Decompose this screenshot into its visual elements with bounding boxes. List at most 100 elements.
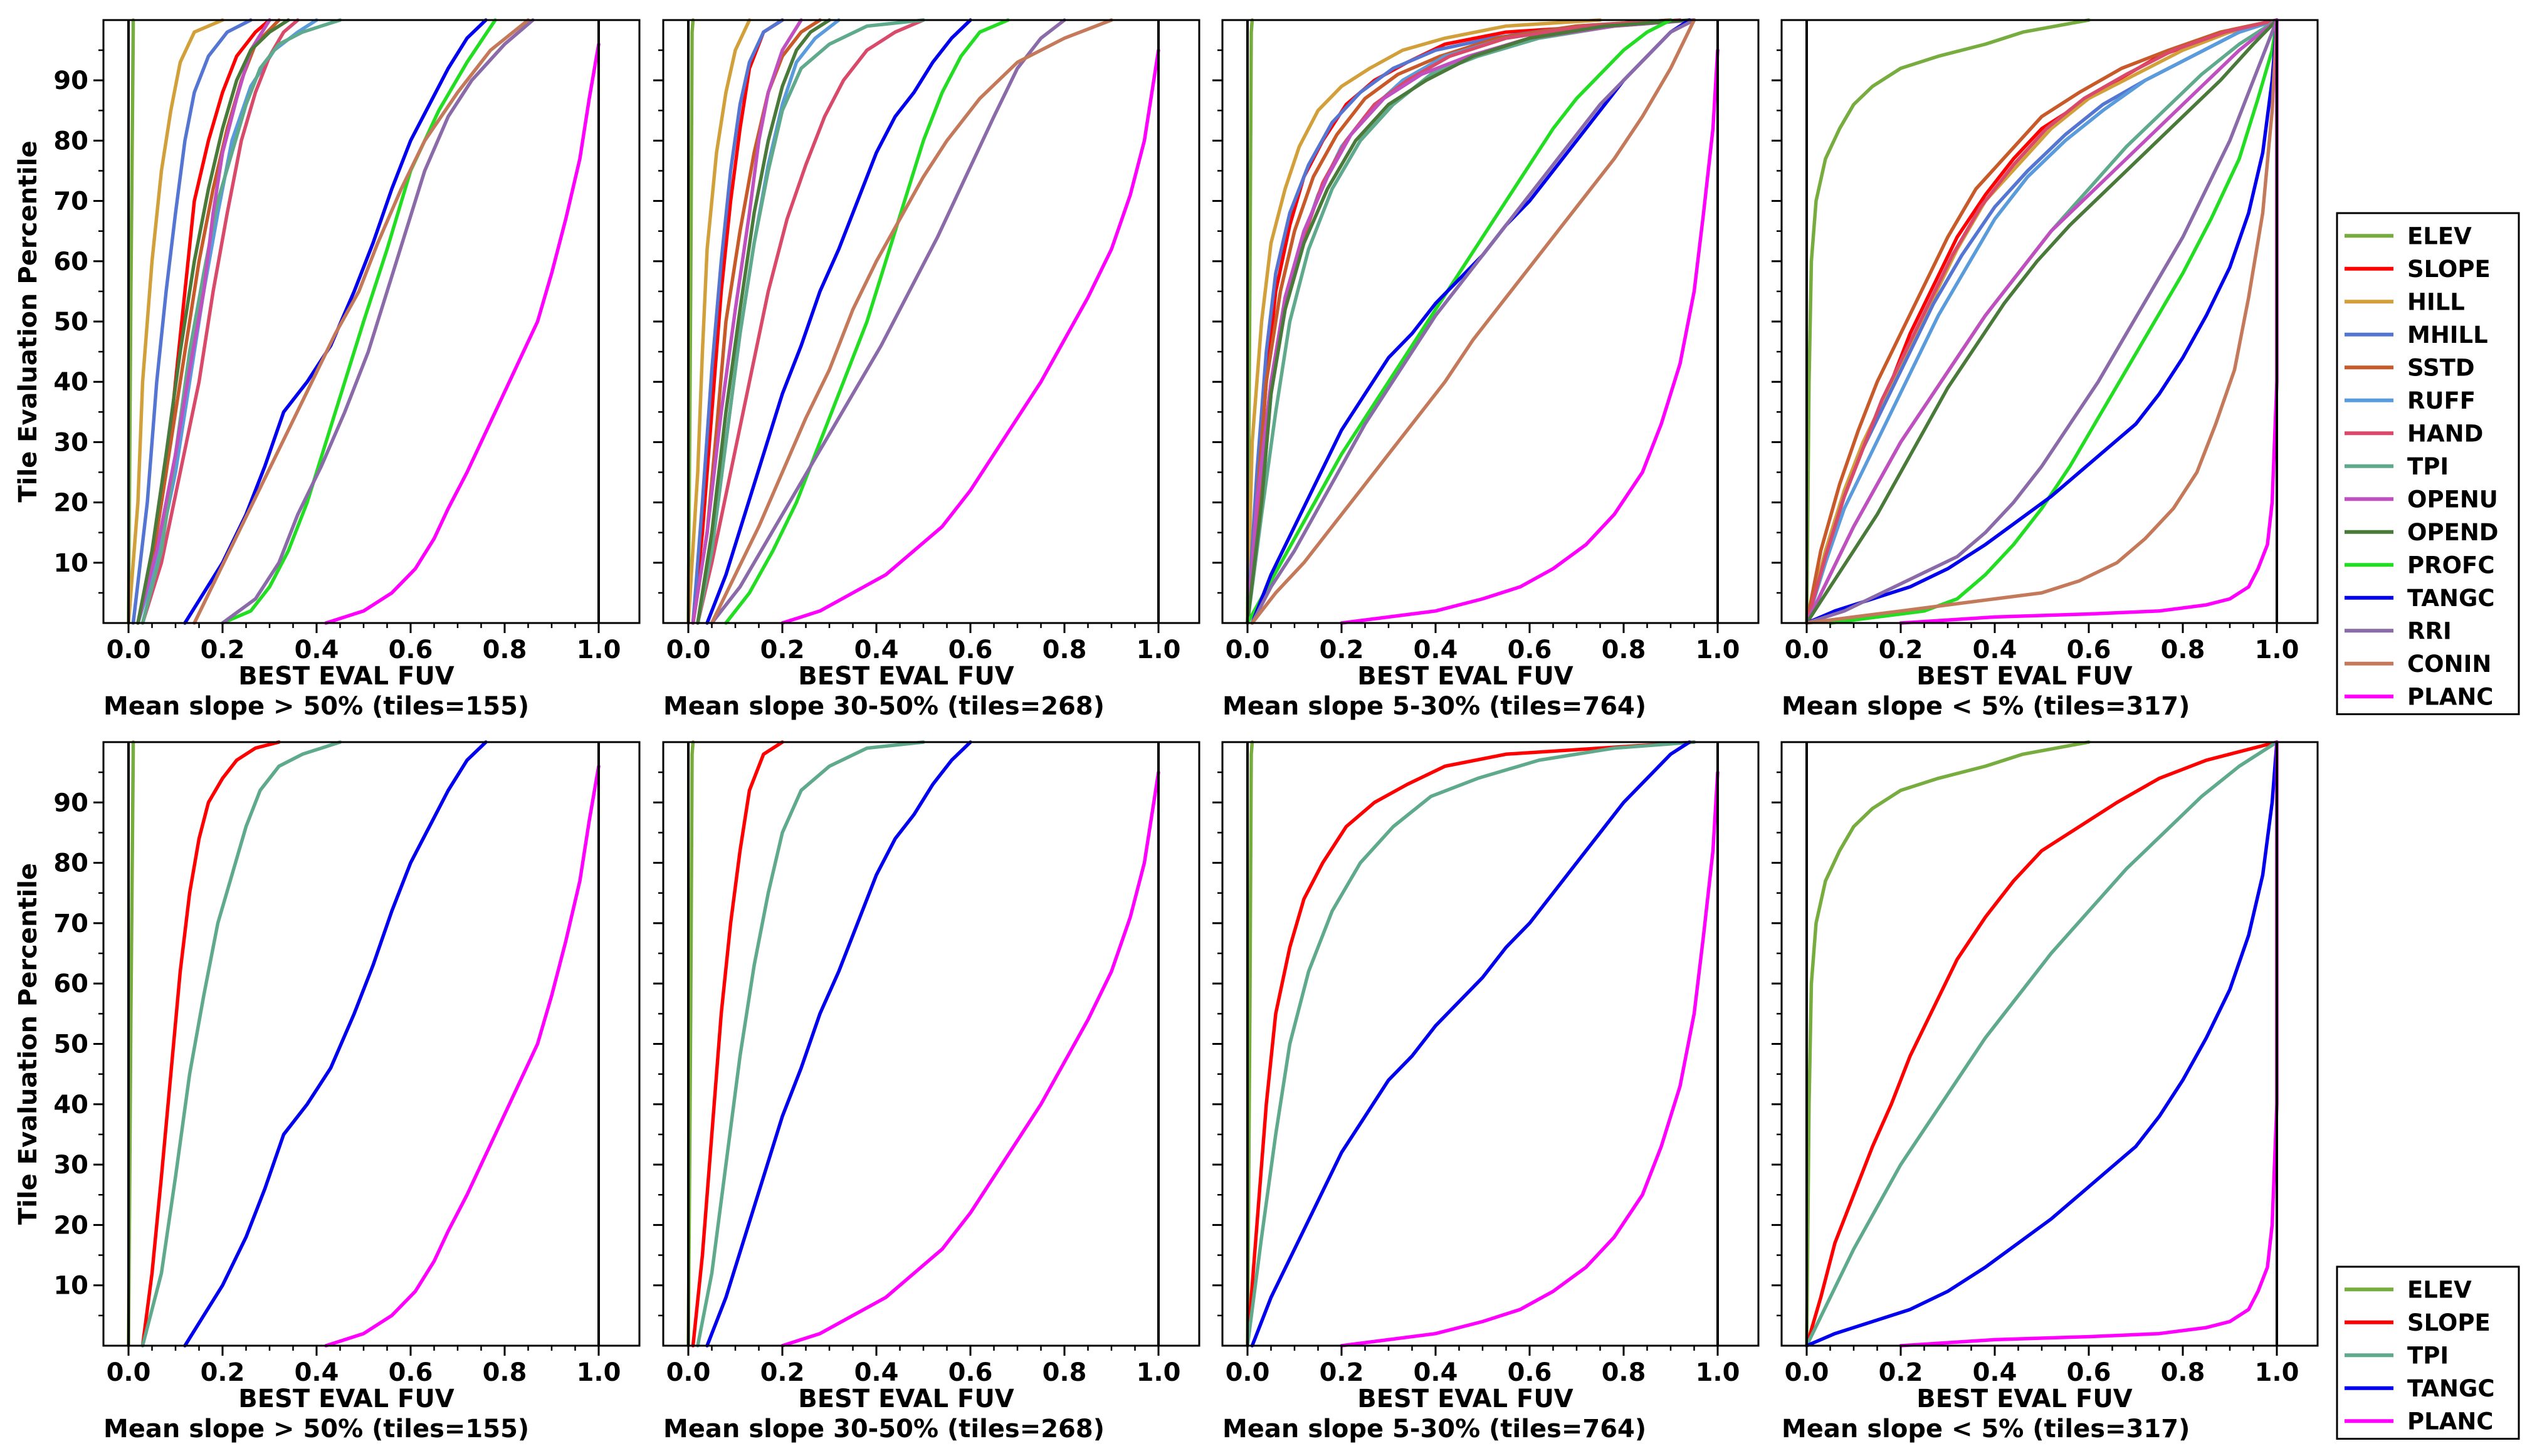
- series-line-hill: [1805, 18, 2279, 625]
- y-tick-label: 50: [53, 1030, 88, 1059]
- series-line-rri: [1250, 18, 1696, 625]
- x-tick-label: 1.0: [577, 1358, 621, 1387]
- x-axis-title: BEST EVAL FUV: [238, 662, 454, 691]
- x-tick-label: 0.0: [1226, 636, 1270, 664]
- series-line-openu: [1246, 18, 1696, 625]
- series-line-hand: [1246, 18, 1682, 625]
- series-line-conin: [710, 18, 1113, 625]
- series-line-hand: [1805, 18, 2279, 625]
- panel-caption: Mean slope > 50% (tiles=155): [103, 692, 529, 721]
- x-tick-label: 0.8: [1043, 636, 1087, 664]
- y-tick-label: 70: [53, 187, 88, 216]
- series-line-rri: [221, 18, 535, 625]
- x-tick-label: 0.0: [1785, 636, 1829, 664]
- panel-caption: Mean slope > 50% (tiles=155): [103, 1415, 529, 1443]
- series-line-slope: [1246, 18, 1696, 625]
- series-line-planc: [1340, 48, 1720, 625]
- panel-caption: Mean slope 5-30% (tiles=764): [1222, 692, 1646, 721]
- x-tick-label: 0.4: [295, 1358, 339, 1387]
- series-line-sstd: [1805, 18, 2279, 625]
- series-line-tangc: [183, 740, 488, 1348]
- legend-label-slope: SLOPE: [2407, 256, 2491, 283]
- y-tick-label: 80: [53, 127, 88, 155]
- series-line-tpi: [696, 18, 925, 625]
- x-tick-label: 0.8: [1602, 636, 1646, 664]
- series-line-slope: [691, 740, 784, 1348]
- legend-label-tpi: TPI: [2407, 453, 2449, 480]
- series-line-hill: [1246, 18, 1602, 625]
- series-line-tangc: [1805, 740, 2279, 1348]
- series-line-tpi: [1246, 18, 1696, 625]
- series-line-mhill: [691, 18, 784, 625]
- series-line-openu: [1805, 18, 2279, 625]
- y-tick-label: 40: [53, 1091, 88, 1119]
- plot-frame: [1780, 741, 2319, 1347]
- y-tick-label: 30: [53, 428, 88, 457]
- y-tick-label: 80: [53, 849, 88, 878]
- x-tick-label: 0.2: [760, 1358, 805, 1387]
- x-tick-label: 0.4: [854, 636, 899, 664]
- series-line-mhill: [1805, 18, 2279, 625]
- series-line-tangc: [705, 18, 972, 625]
- x-axis-title: BEST EVAL FUV: [798, 1385, 1014, 1413]
- x-tick-label: 1.0: [1696, 636, 1740, 664]
- legend-label-tangc: TANGC: [2407, 1375, 2495, 1402]
- series-line-profc: [221, 18, 497, 625]
- series-line-tangc: [1250, 740, 1691, 1348]
- y-tick-label: 60: [53, 970, 88, 998]
- series-line-tpi: [696, 740, 925, 1348]
- x-tick-label: 0.4: [854, 1358, 899, 1387]
- x-tick-label: 0.0: [666, 1358, 711, 1387]
- series-line-hand: [140, 18, 300, 625]
- series-line-planc: [1340, 770, 1720, 1348]
- series-line-planc: [324, 764, 601, 1348]
- x-tick-label: 0.2: [1879, 1358, 1923, 1387]
- x-tick-label: 0.8: [483, 636, 527, 664]
- series-line-profc: [1828, 18, 2279, 625]
- legend-label-elev: ELEV: [2407, 223, 2472, 249]
- x-tick-label: 0.2: [760, 636, 805, 664]
- legend-label-openu: OPENU: [2407, 486, 2498, 513]
- x-tick-label: 0.8: [2161, 1358, 2205, 1387]
- y-tick-label: 70: [53, 909, 88, 938]
- series-line-tangc: [705, 740, 972, 1348]
- y-tick-label: 60: [53, 248, 88, 276]
- x-axis-title: BEST EVAL FUV: [1916, 1385, 2133, 1413]
- x-axis-title: BEST EVAL FUV: [798, 662, 1014, 691]
- y-tick-label: 20: [53, 1211, 88, 1240]
- x-tick-label: 0.8: [1602, 1358, 1646, 1387]
- x-tick-label: 0.6: [2067, 636, 2111, 664]
- x-tick-label: 0.6: [948, 1358, 993, 1387]
- x-axis-title: BEST EVAL FUV: [238, 1385, 454, 1413]
- x-tick-label: 0.6: [2067, 1358, 2111, 1387]
- series-line-opend: [136, 18, 290, 625]
- x-tick-label: 0.0: [107, 636, 151, 664]
- panel-caption: Mean slope < 5% (tiles=317): [1782, 692, 2190, 721]
- series-line-conin: [1805, 18, 2279, 625]
- x-tick-label: 0.2: [1320, 1358, 1364, 1387]
- legend-label-profc: PROFC: [2407, 552, 2495, 579]
- series-line-opend: [1805, 18, 2279, 625]
- series-line-mhill: [131, 18, 253, 625]
- y-tick-label: 30: [53, 1151, 88, 1180]
- series-line-tpi: [140, 740, 342, 1348]
- x-tick-label: 0.2: [1320, 636, 1364, 664]
- series-line-tpi: [1805, 18, 2279, 625]
- chart-panel-top-1: 0.0 0.2 0.4 0.6 0.8 1.0 10 20 30 40 50 60 70 80 90 BEST…: [53, 18, 641, 721]
- x-tick-label: 0.6: [1508, 1358, 1552, 1387]
- series-line-profc: [1246, 18, 1673, 625]
- legend-top: ELEV SLOPE HILL MHILL SSTD RUFF HAND TPI OPENU OP…: [2336, 212, 2520, 715]
- legend-label-slope: SLOPE: [2407, 1309, 2491, 1336]
- x-tick-label: 1.0: [577, 636, 621, 664]
- panel-caption: Mean slope < 5% (tiles=317): [1782, 1415, 2190, 1443]
- legend-label-planc: PLANC: [2407, 683, 2493, 710]
- series-line-rri: [1805, 18, 2279, 625]
- series-line-elev: [1805, 740, 2091, 1348]
- x-tick-label: 0.8: [483, 1358, 527, 1387]
- series-line-openu: [136, 18, 271, 625]
- series-line-openu: [691, 18, 803, 625]
